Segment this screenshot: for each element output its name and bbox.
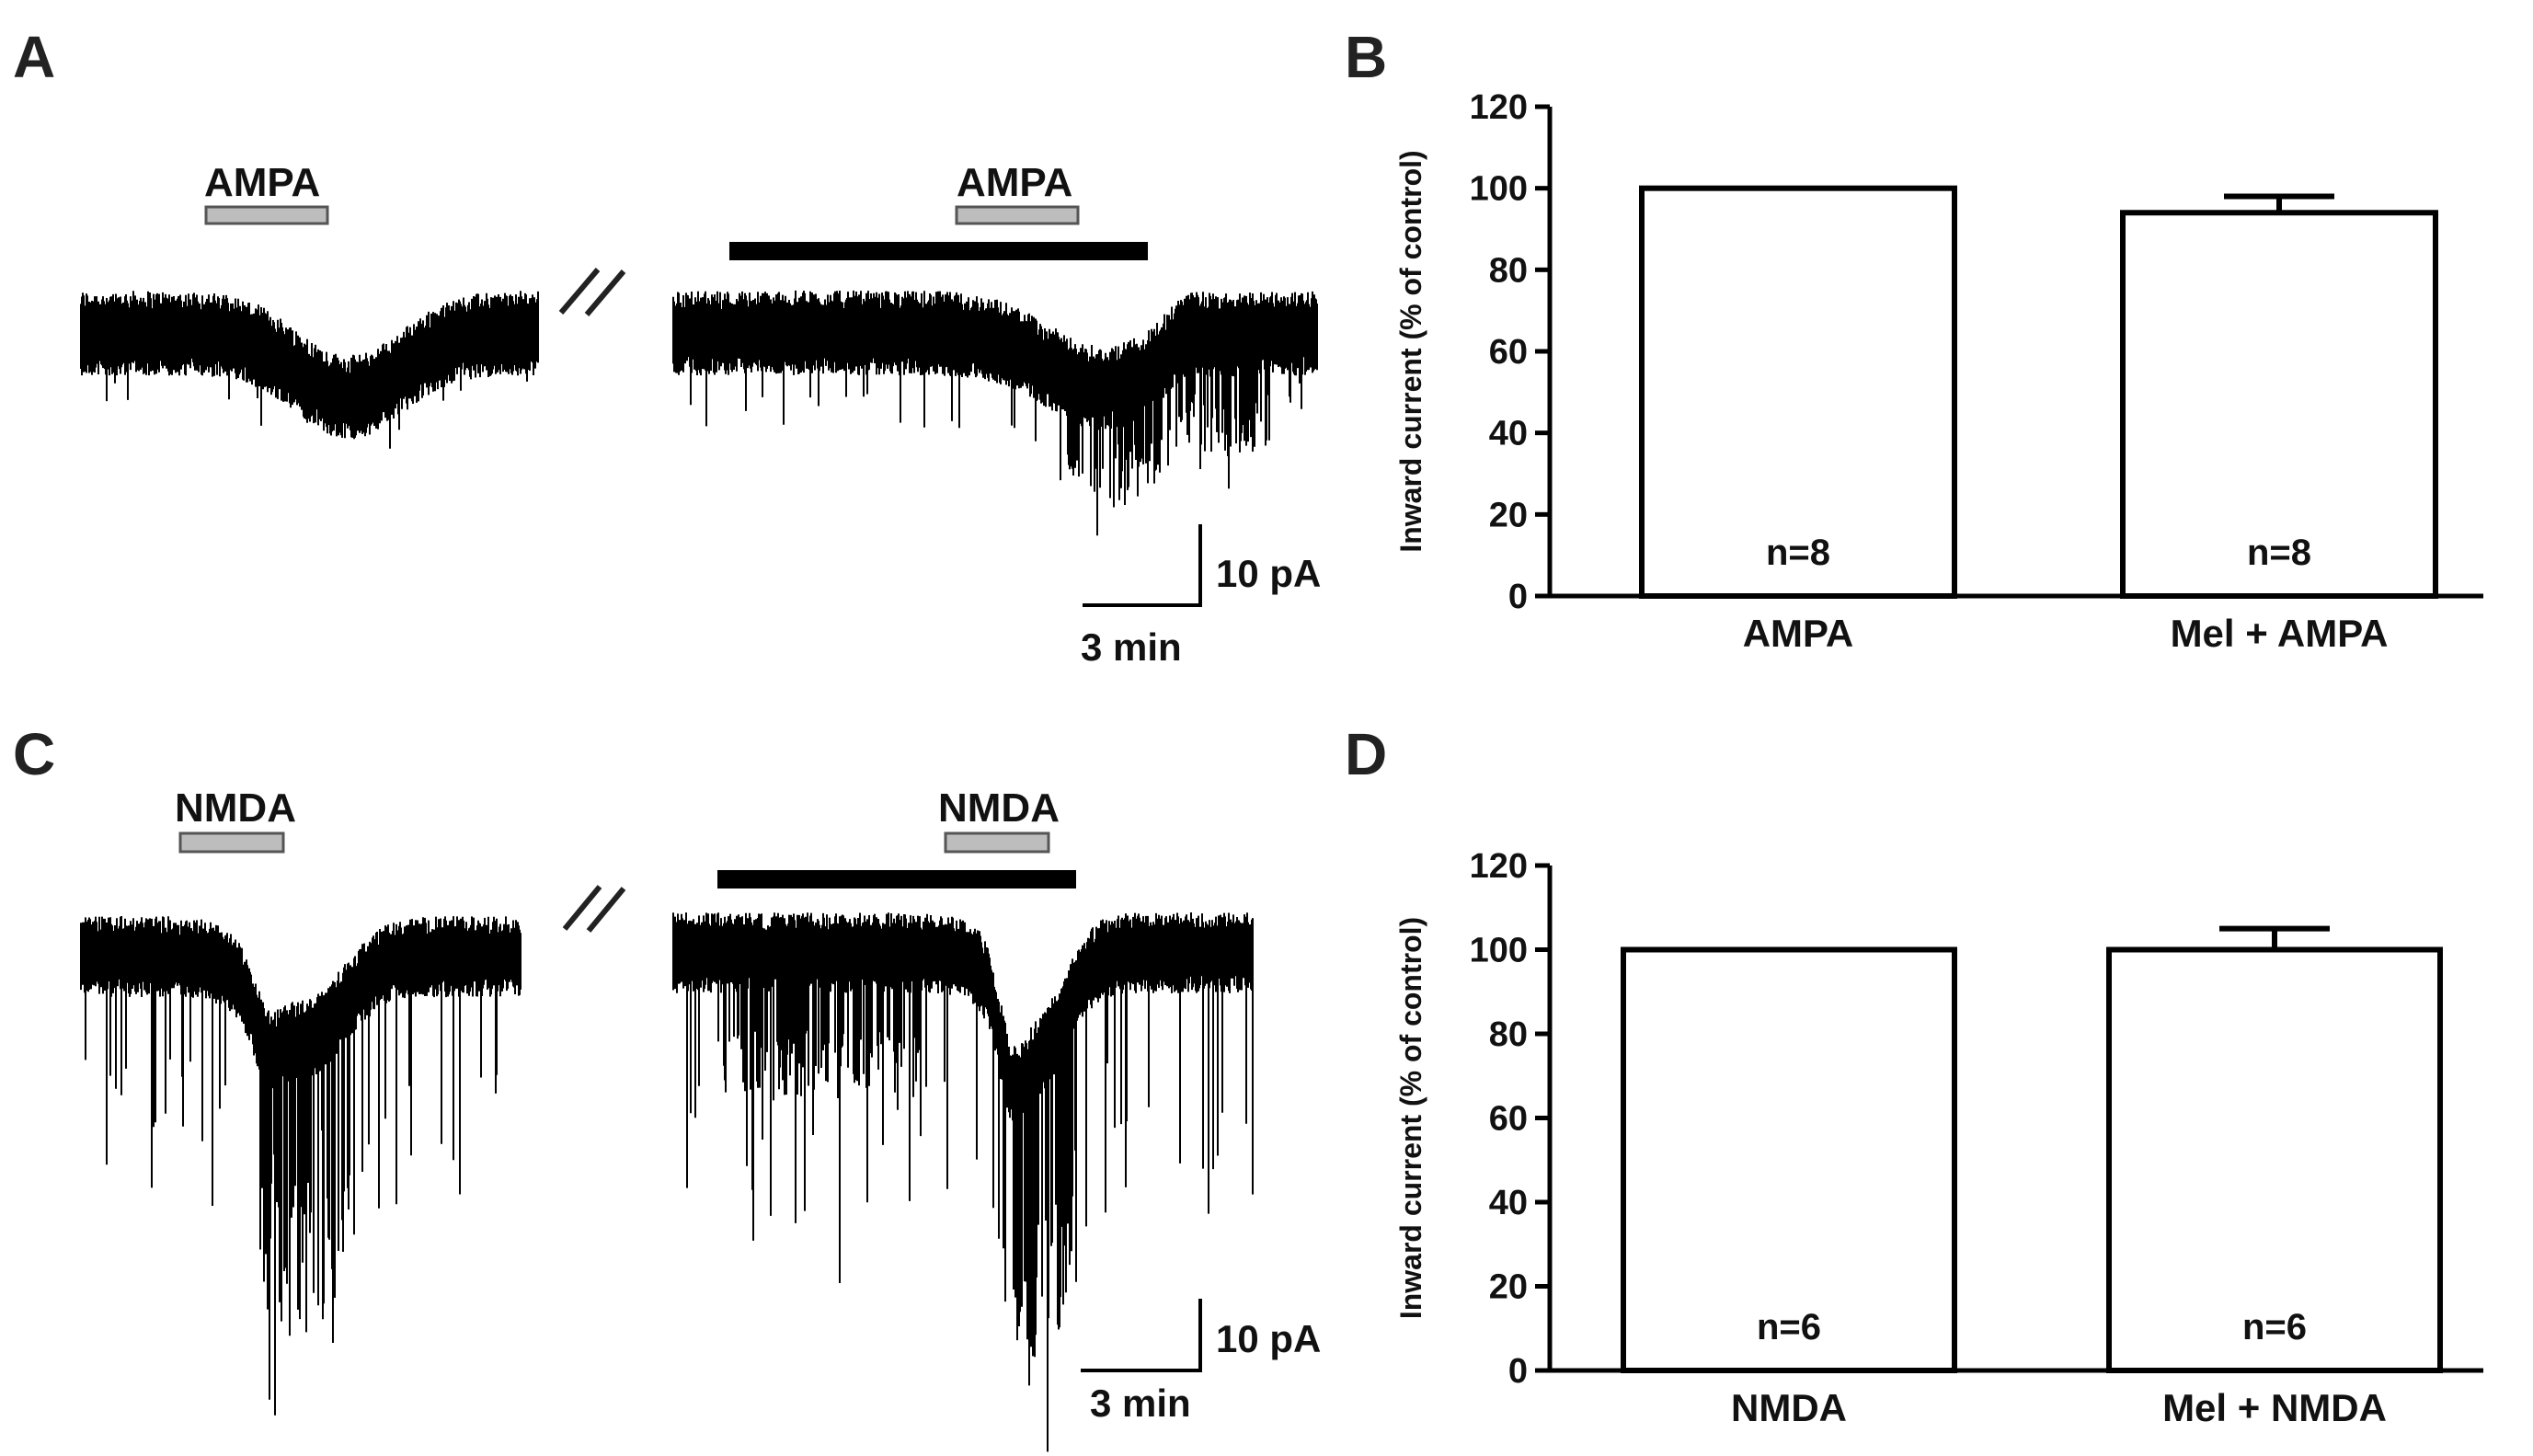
- chart-0-y-tick-label: 60: [1489, 333, 1528, 372]
- drug-application-bar-a-control: [204, 205, 329, 225]
- scale-bar-c: [1081, 1299, 1202, 1372]
- drug-label-a-control: AMPA: [204, 160, 320, 205]
- chart-1-bar-2: [2106, 946, 2443, 1373]
- chart-0-y-tick-label: 0: [1508, 578, 1528, 616]
- chart-1-n-label-1: n=6: [1757, 1307, 1821, 1347]
- scale-bar-a: [1083, 524, 1202, 607]
- drug-label-c-mel: NMDA: [938, 785, 1060, 831]
- chart-0-y-tick-label: 80: [1489, 251, 1528, 290]
- chart-0-y-tick-label: 20: [1489, 496, 1528, 534]
- chart-0-y-tick-label: 120: [1470, 88, 1528, 127]
- panel-letter-a: A: [13, 24, 55, 90]
- panel-a: AMPA AMPA 10 pA 3 min: [80, 160, 1321, 669]
- chart-1-bar-1: [1621, 946, 1957, 1373]
- chart-1-y-tick-label: 120: [1470, 847, 1528, 886]
- scale-label-time-a: 3 min: [1081, 625, 1182, 669]
- drug-application-bar-a-mel: [955, 205, 1080, 225]
- chart-1-y-tick-label: 20: [1489, 1268, 1528, 1307]
- break-mark-c: [562, 885, 626, 933]
- chart-0-n-label-2: n=8: [2247, 533, 2311, 573]
- current-trace-c-mel: [672, 912, 1254, 1452]
- panel-letter-b: B: [1345, 24, 1387, 90]
- scale-label-current-a: 10 pA: [1216, 552, 1321, 595]
- chart-1-y-tick-label: 60: [1489, 1100, 1528, 1139]
- drug-label-c-control: NMDA: [175, 785, 296, 831]
- drug-application-bar-c-control: [178, 831, 285, 854]
- chart-0-category-label-1: AMPA: [1743, 612, 1854, 655]
- chart-1-y-axis-label: Inward current (% of control): [1394, 917, 1427, 1319]
- chart-1-category-label-2: Mel + NMDA: [2162, 1386, 2387, 1429]
- panel-letter-d: D: [1345, 721, 1387, 787]
- chart-0-bar-2: [2120, 210, 2438, 599]
- drug-label-a-mel: AMPA: [957, 160, 1072, 205]
- scale-label-time-c: 3 min: [1090, 1381, 1191, 1425]
- chart-0-n-label-1: n=8: [1766, 533, 1830, 573]
- chart-0-bar-1: [1639, 185, 1957, 600]
- scale-label-current-c: 10 pA: [1216, 1317, 1321, 1360]
- chart-1-y-tick-label: 80: [1489, 1015, 1528, 1054]
- chart-1-y-tick-label: 100: [1470, 932, 1528, 970]
- melatonin-bar-a: [729, 242, 1148, 260]
- chart-0-y-tick-label: 40: [1489, 415, 1528, 453]
- chart-1-y-tick-label: 40: [1489, 1184, 1528, 1222]
- melatonin-bar-c: [717, 870, 1076, 889]
- bar-chart-b: 0 20 40 60 80 100 120 Inward current (% of cont…: [1394, 88, 2483, 655]
- chart-1-n-label-2: n=6: [2242, 1307, 2307, 1347]
- chart-1-y-tick-label: 0: [1508, 1352, 1528, 1391]
- break-mark-a: [558, 268, 626, 316]
- drug-application-bar-c-mel: [944, 831, 1050, 854]
- panel-c: NMDA NMDA 10 pA 3 min: [80, 785, 1321, 1452]
- bar-chart-d: 0 20 40 60 80 100 120 Inward current (% of cont…: [1394, 847, 2483, 1429]
- chart-0-y-axis-label: Inward current (% of control): [1394, 150, 1427, 552]
- chart-0-category-label-2: Mel + AMPA: [2171, 612, 2389, 655]
- current-trace-a-mel: [672, 290, 1318, 536]
- chart-1-category-label-1: NMDA: [1731, 1386, 1847, 1429]
- chart-0-y-tick-label: 100: [1470, 170, 1528, 209]
- panel-letter-c: C: [13, 721, 55, 787]
- current-trace-a-control: [80, 291, 539, 449]
- current-trace-c-control: [80, 916, 522, 1416]
